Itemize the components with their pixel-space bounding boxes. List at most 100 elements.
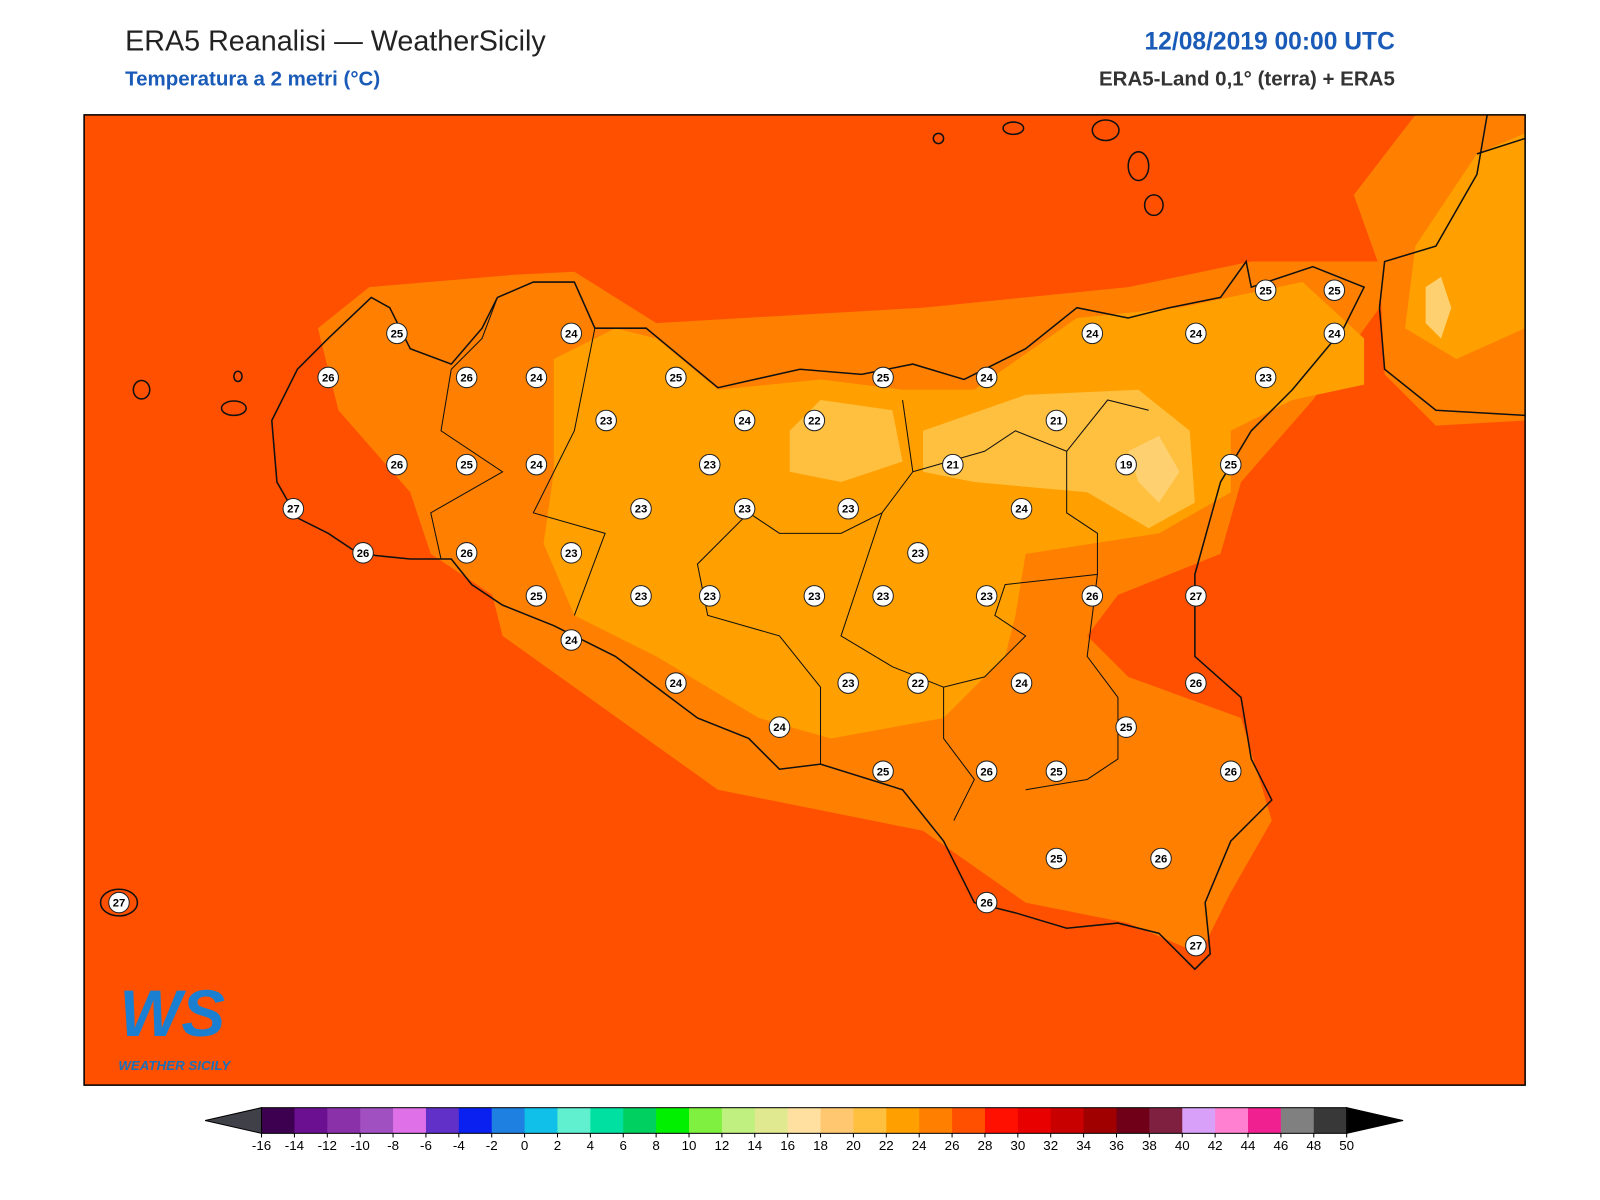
colorbar-tick-label: 6	[620, 1138, 627, 1153]
station-value: 24	[530, 372, 543, 384]
station-marker	[560, 629, 583, 651]
colorbar-swatch	[1116, 1107, 1150, 1134]
station-marker	[837, 672, 859, 694]
station-value: 21	[1050, 416, 1063, 428]
colorbar-swatch	[952, 1107, 986, 1134]
colorbar-swatch	[1182, 1107, 1216, 1134]
station-marker	[733, 497, 756, 520]
colorbar-swatch	[557, 1107, 591, 1134]
colorbar-tick-label: 12	[714, 1138, 729, 1153]
station-marker	[942, 453, 964, 476]
colorbar-tick-label: 32	[1043, 1138, 1058, 1153]
map-frame	[83, 114, 1526, 1086]
colorbar-tick-label: 34	[1076, 1138, 1091, 1153]
station-marker	[525, 585, 548, 607]
colorbar-swatch	[294, 1107, 328, 1134]
station-value: 25	[530, 591, 543, 603]
colorbar-swatch	[425, 1107, 460, 1134]
colorbar-swatch	[1248, 1107, 1282, 1134]
station-value: 24	[530, 460, 543, 472]
station-value: 23	[877, 591, 890, 603]
colorbar-swatch	[820, 1107, 854, 1134]
station-marker	[630, 585, 652, 607]
station-value: 22	[808, 416, 821, 428]
colorbar-tick-label: -8	[387, 1138, 399, 1153]
station-marker	[837, 497, 859, 520]
station-marker	[665, 366, 687, 389]
colorbar-tick-label: -6	[420, 1138, 432, 1153]
station-marker	[1045, 847, 1068, 870]
colorbar-swatch	[1017, 1107, 1052, 1134]
title: ERA5 Reanalisi — WeatherSicily	[125, 26, 546, 58]
colorbar-swatch	[1313, 1107, 1348, 1134]
colorbar-tick-label: 30	[1010, 1138, 1025, 1153]
station-value: 24	[1086, 328, 1099, 340]
station-marker	[352, 542, 374, 564]
station-value: 23	[703, 591, 716, 603]
station-value: 23	[842, 678, 855, 690]
station-value: 23	[912, 548, 925, 560]
station-value: 25	[670, 372, 683, 384]
station-marker	[698, 453, 721, 476]
colorbar-swatch	[787, 1107, 822, 1134]
station-value: 26	[980, 898, 993, 910]
station-value: 23	[738, 504, 751, 516]
colorbar-tick-label: 18	[813, 1138, 828, 1153]
colorbar-tick-label: 48	[1306, 1138, 1321, 1153]
colorbar-tick-label: 4	[587, 1138, 595, 1153]
station-marker	[975, 891, 998, 914]
logo-mark: WS	[119, 977, 225, 1050]
station-marker	[455, 366, 478, 389]
colorbar-tick-label: 14	[747, 1138, 762, 1153]
station-value: 26	[391, 460, 404, 472]
station-marker	[1185, 934, 1207, 957]
station-value: 24	[1015, 504, 1028, 516]
station-marker	[455, 453, 478, 476]
station-value: 27	[1190, 941, 1203, 953]
station-value: 26	[1225, 766, 1238, 778]
colorbar-swatch	[984, 1107, 1019, 1134]
station-value: 23	[600, 416, 613, 428]
station-marker	[872, 760, 894, 783]
field-24	[543, 282, 1365, 739]
station-value: 27	[1190, 591, 1203, 603]
station-marker	[1010, 497, 1033, 520]
station-value: 26	[980, 766, 993, 778]
colorbar-tick-label: 50	[1339, 1138, 1354, 1153]
station-marker	[733, 409, 756, 432]
station-marker	[1323, 279, 1346, 302]
stations: 25 24 26 26 24 25 25 24 24 24 25 25 24 23 23 24 22 21 26 25…	[108, 279, 1346, 957]
station-value: 25	[1050, 853, 1063, 865]
station-value: 26	[1086, 591, 1099, 603]
station-value: 25	[1120, 722, 1133, 734]
colorbar-frame	[261, 1107, 1348, 1134]
station-value: 25	[877, 766, 890, 778]
station-value: 24	[670, 678, 683, 690]
colorbar-swatch	[656, 1107, 690, 1134]
station-marker	[907, 542, 929, 564]
colorbar-swatch	[721, 1107, 756, 1134]
station-value: 23	[808, 591, 821, 603]
station-marker	[803, 409, 826, 432]
station-value: 26	[322, 372, 335, 384]
map: 25 24 26 26 24 25 25 24 24 24 25 25 24 23 23 24 22 21 26 25…	[84, 114, 1526, 1086]
station-marker	[803, 585, 826, 607]
station-value: 26	[1155, 853, 1168, 865]
station-marker	[698, 585, 721, 607]
field-20	[1425, 276, 1452, 339]
colorbar-swatch	[919, 1107, 953, 1134]
station-marker	[768, 716, 791, 738]
field-22	[923, 389, 1195, 529]
station-value: 27	[287, 504, 300, 516]
station-value: 27	[113, 898, 126, 910]
station-marker	[317, 366, 339, 389]
station-marker	[1323, 322, 1346, 345]
station-value: 24	[1190, 328, 1203, 340]
station-value: 25	[1050, 766, 1063, 778]
colorbar-tick-label: 16	[780, 1138, 795, 1153]
colorbar-tick-label: -2	[486, 1138, 498, 1153]
colorbar-swatch	[590, 1107, 624, 1134]
station-value: 25	[1259, 285, 1272, 297]
